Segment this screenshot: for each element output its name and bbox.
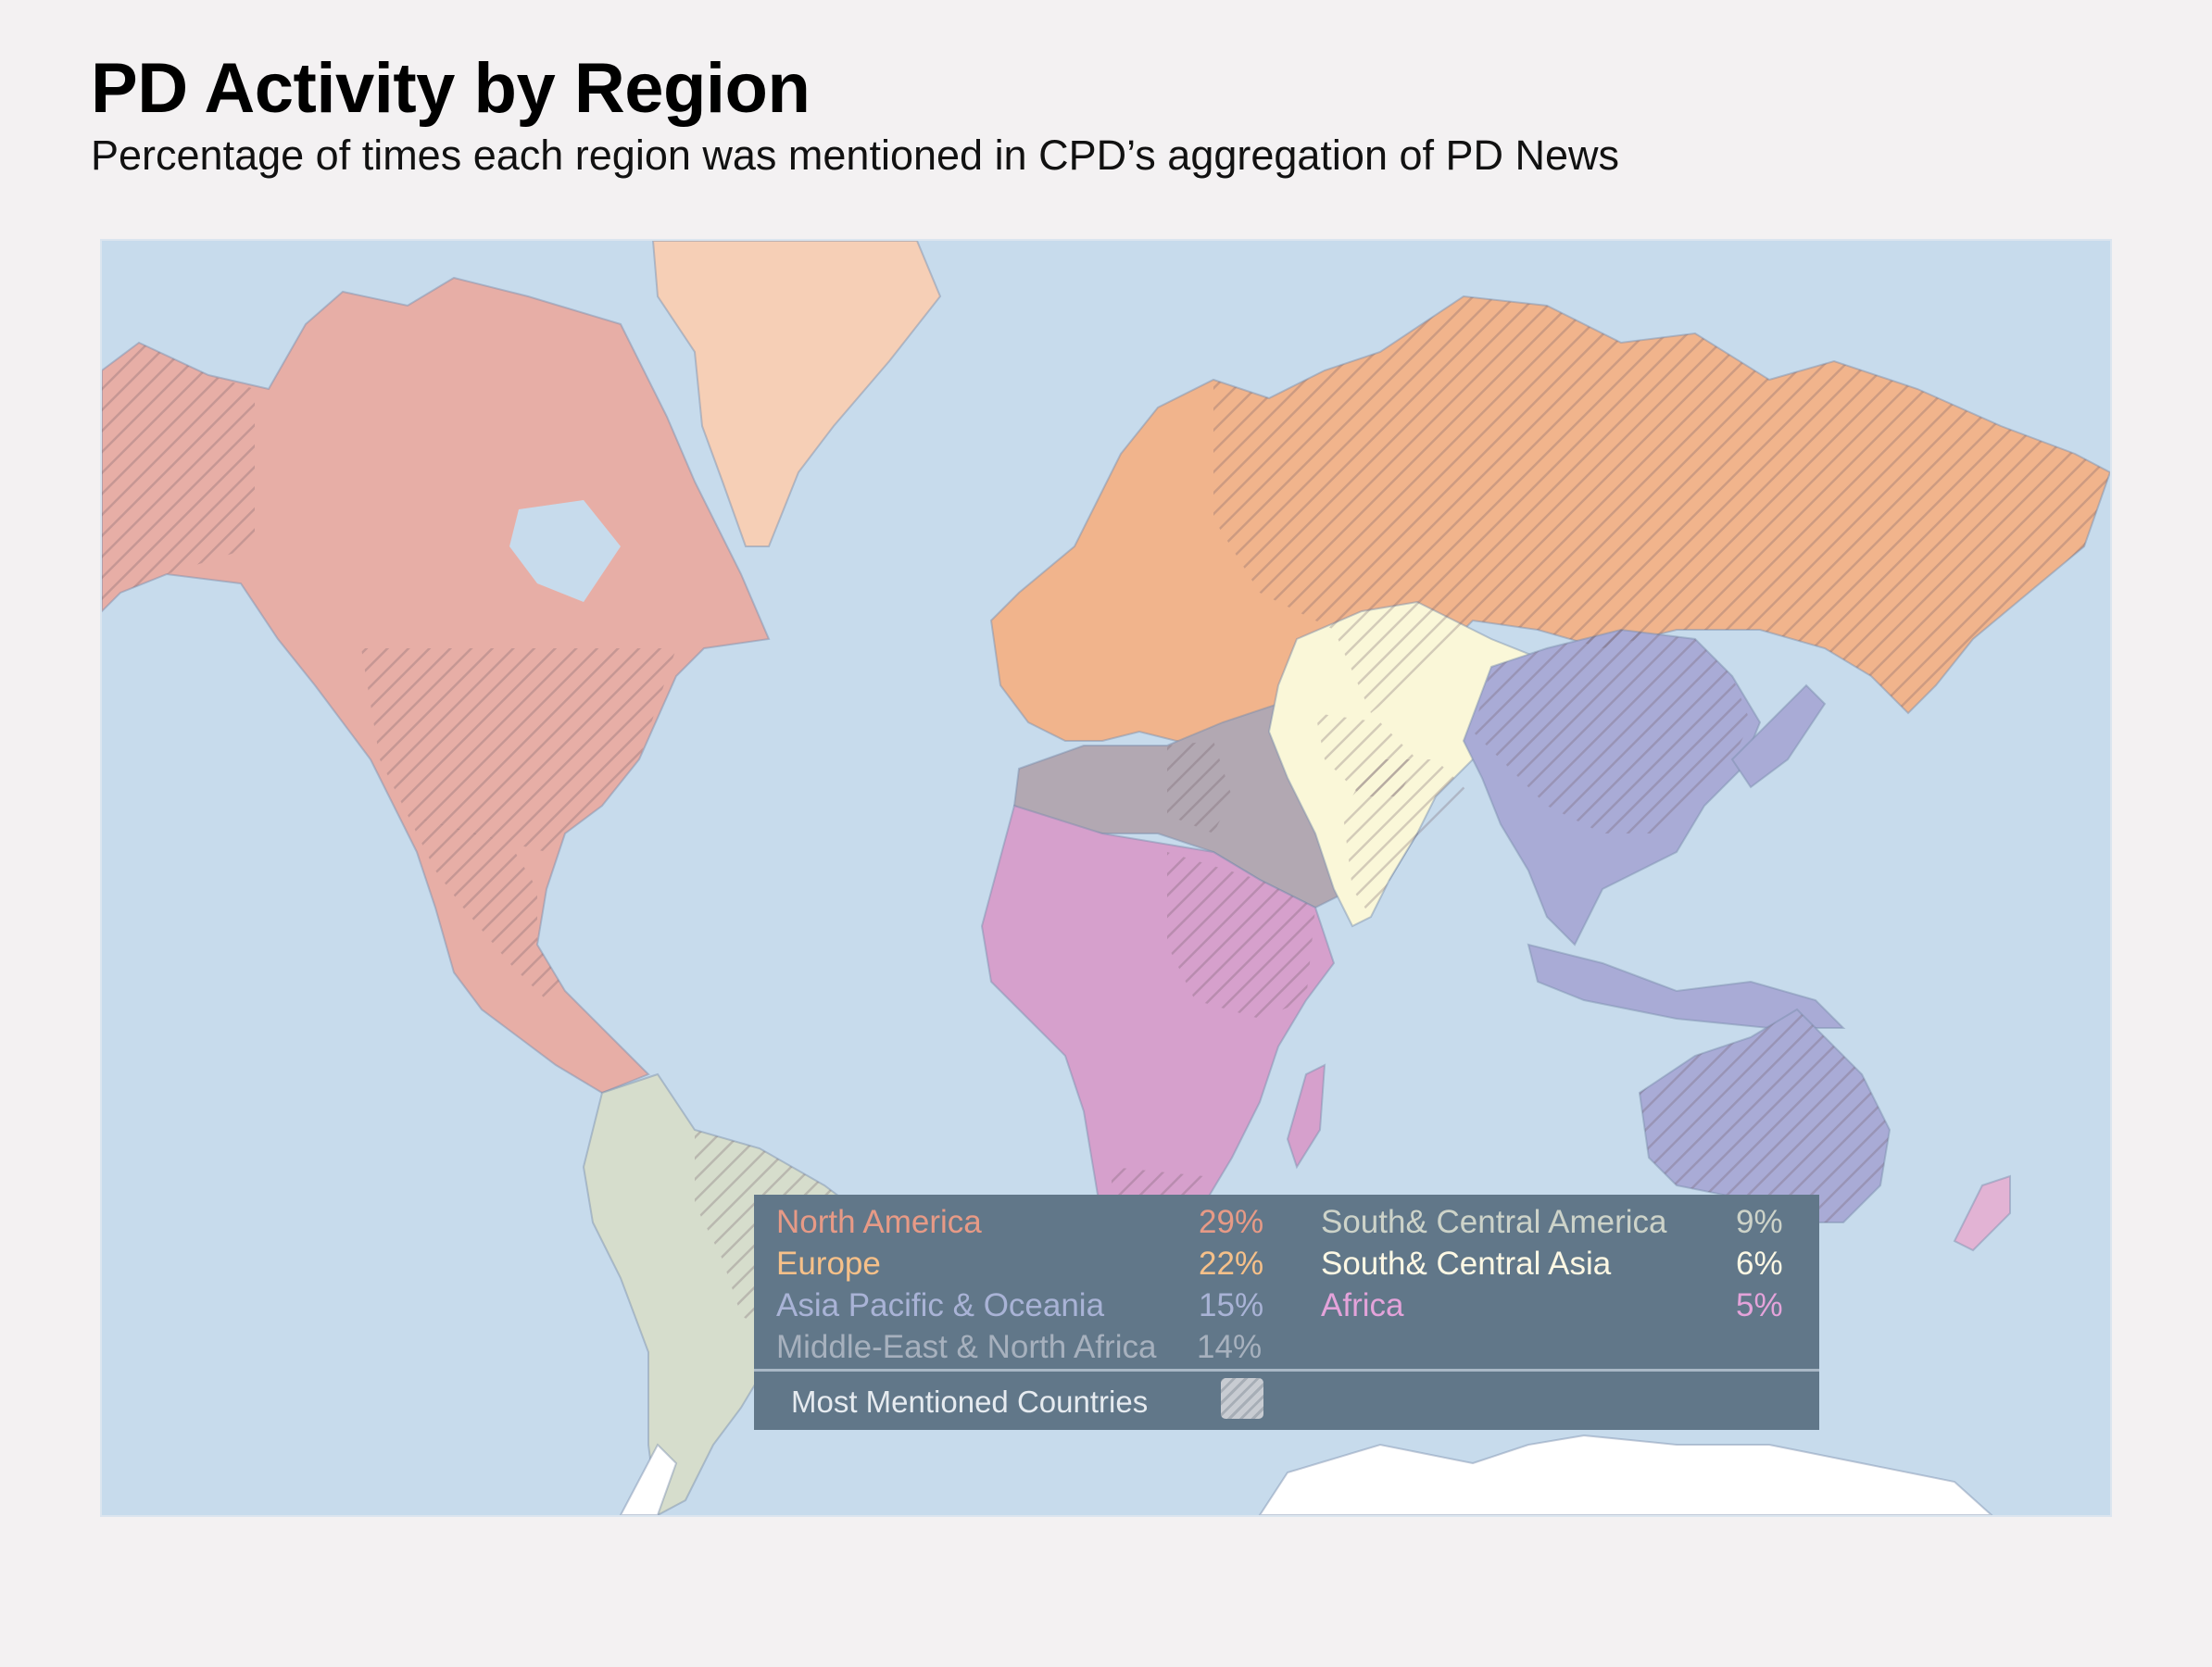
legend-label-asia-pacific: Asia Pacific & Oceania — [776, 1287, 1105, 1323]
legend-panel: North America 29% Europe 22% Asia Pacifi… — [754, 1195, 1819, 1430]
world-map — [100, 239, 2112, 1517]
antarctica — [619, 1434, 1993, 1515]
hatch-east-africa — [1167, 852, 1315, 1019]
hatch-usa — [361, 648, 676, 852]
legend-label-south-central-america: South& Central America — [1321, 1204, 1667, 1240]
most-mentioned-swatch — [1221, 1378, 1263, 1419]
hatch-egypt — [1167, 741, 1232, 834]
legend-value-asia-pacific: 15% — [1199, 1287, 1264, 1323]
legend-value-south-central-america: 9% — [1736, 1204, 1783, 1240]
new-zealand-region — [1953, 1174, 2011, 1252]
legend-value-south-central-asia: 6% — [1736, 1246, 1783, 1282]
greenland-region — [651, 241, 942, 547]
legend-divider — [754, 1369, 1819, 1372]
japan-region — [1730, 683, 1827, 789]
legend-label-north-america: North America — [776, 1204, 982, 1240]
hatch-mexico — [408, 815, 565, 1000]
legend-value-north-america: 29% — [1199, 1204, 1264, 1240]
legend-value-middle-east: 14% — [1197, 1329, 1263, 1365]
legend-label-middle-east: Middle-East & North Africa — [776, 1329, 1157, 1365]
legend-label-europe: Europe — [776, 1246, 881, 1282]
legend-label-south-central-asia: South& Central Asia — [1321, 1246, 1612, 1282]
hatch-india — [1343, 759, 1473, 917]
page-subtitle: Percentage of times each region was ment… — [91, 132, 1620, 179]
madagascar — [1286, 1063, 1326, 1170]
legend-label-africa: Africa — [1321, 1287, 1404, 1323]
hatch-china — [1473, 630, 1751, 834]
legend-value-europe: 22% — [1199, 1246, 1264, 1282]
page-title: PD Activity by Region — [91, 49, 811, 128]
hatch-alaska — [102, 343, 255, 611]
legend-value-africa: 5% — [1736, 1287, 1783, 1323]
hudson-bay — [509, 500, 621, 602]
most-mentioned-label: Most Mentioned Countries — [791, 1385, 1149, 1419]
hatch-russia — [1213, 296, 2110, 713]
hatch-australia — [1640, 1009, 1890, 1222]
indonesia-region — [1527, 943, 1846, 1029]
most-mentioned-hatch-layer — [102, 296, 2110, 1343]
